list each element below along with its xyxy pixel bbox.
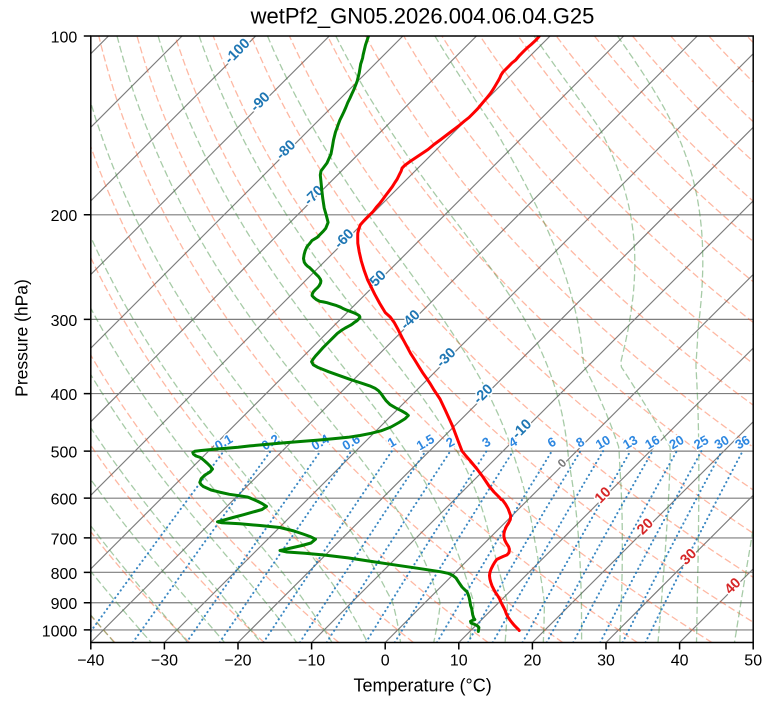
svg-text:700: 700 xyxy=(51,531,78,548)
svg-text:200: 200 xyxy=(51,208,78,225)
svg-text:50: 50 xyxy=(744,652,762,669)
svg-text:100: 100 xyxy=(51,29,78,46)
svg-text:−10: −10 xyxy=(298,652,325,669)
svg-text:wetPf2_GN05.2026.004.06.04.G25: wetPf2_GN05.2026.004.06.04.G25 xyxy=(250,4,595,29)
svg-text:Pressure (hPa): Pressure (hPa) xyxy=(12,279,32,397)
svg-text:10: 10 xyxy=(450,652,468,669)
svg-text:30: 30 xyxy=(597,652,615,669)
svg-text:Temperature (°C): Temperature (°C) xyxy=(353,676,491,696)
svg-text:40: 40 xyxy=(671,652,689,669)
svg-text:300: 300 xyxy=(51,313,78,330)
svg-text:−20: −20 xyxy=(224,652,251,669)
svg-text:500: 500 xyxy=(51,445,78,462)
svg-text:600: 600 xyxy=(51,492,78,509)
svg-text:800: 800 xyxy=(51,566,78,583)
svg-text:20: 20 xyxy=(524,652,542,669)
svg-text:900: 900 xyxy=(51,596,78,613)
svg-text:400: 400 xyxy=(51,387,78,404)
svg-text:1000: 1000 xyxy=(42,623,78,640)
svg-text:−30: −30 xyxy=(151,652,178,669)
svg-text:−40: −40 xyxy=(77,652,104,669)
svg-text:0: 0 xyxy=(381,652,390,669)
